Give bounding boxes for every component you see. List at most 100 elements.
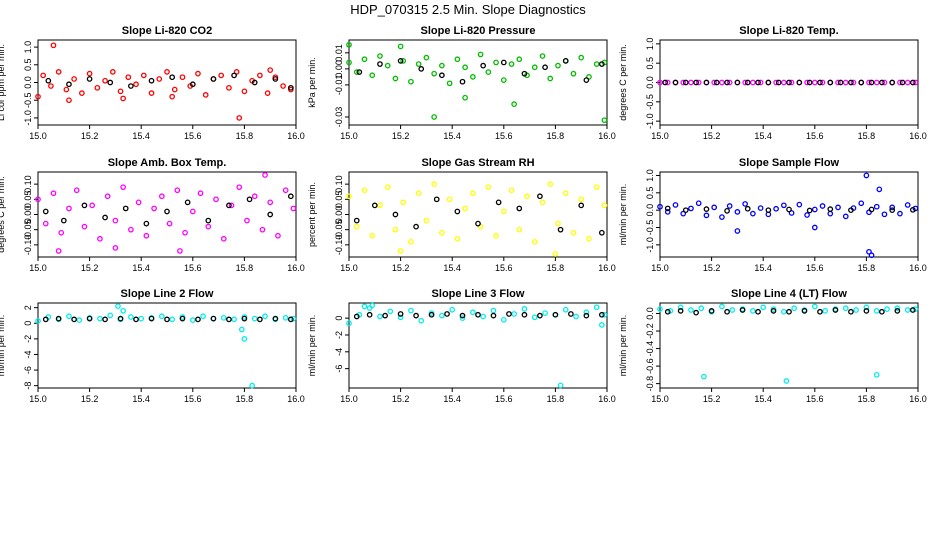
data-point bbox=[195, 70, 201, 77]
data-point bbox=[423, 217, 430, 224]
data-point bbox=[107, 79, 114, 86]
data-point bbox=[195, 316, 201, 323]
data-point bbox=[459, 315, 466, 321]
data-point bbox=[873, 308, 880, 314]
y-tick-label: -0.5 bbox=[645, 94, 655, 110]
data-point bbox=[804, 212, 810, 218]
series-mean-points bbox=[356, 57, 605, 85]
x-tick-label: 15.6 bbox=[806, 394, 824, 404]
data-point bbox=[500, 77, 507, 83]
data-point bbox=[361, 303, 368, 310]
x-tick-label: 15.6 bbox=[495, 263, 513, 273]
data-point bbox=[86, 76, 93, 82]
data-point bbox=[863, 172, 870, 179]
data-point bbox=[909, 79, 916, 86]
x-tick-label: 15.8 bbox=[236, 263, 254, 273]
data-point bbox=[205, 223, 212, 230]
data-point bbox=[897, 79, 903, 86]
data-point bbox=[711, 79, 718, 86]
data-point bbox=[184, 199, 191, 206]
data-point bbox=[552, 311, 559, 318]
data-point bbox=[213, 196, 219, 203]
data-point bbox=[835, 204, 841, 211]
data-point bbox=[251, 193, 258, 200]
data-point bbox=[177, 248, 183, 254]
y-tick-label: 0.10 bbox=[334, 175, 344, 193]
plot-frame bbox=[37, 171, 297, 258]
data-point bbox=[226, 316, 232, 323]
x-tick-label: 15.2 bbox=[81, 131, 99, 141]
data-point bbox=[480, 313, 487, 320]
x-tick-label: 15.2 bbox=[392, 263, 410, 273]
data-point bbox=[485, 184, 492, 191]
data-point bbox=[598, 311, 605, 318]
series-mean-points bbox=[664, 205, 916, 214]
data-point bbox=[724, 308, 730, 315]
y-tick-label: 0.0 bbox=[645, 307, 655, 320]
data-point bbox=[750, 210, 756, 217]
data-point bbox=[102, 77, 108, 84]
data-point bbox=[583, 77, 590, 83]
x-tick-label: 15.8 bbox=[547, 394, 565, 404]
data-point bbox=[801, 308, 808, 314]
data-point bbox=[788, 79, 795, 86]
x-tick-label: 15.2 bbox=[81, 263, 99, 273]
data-point bbox=[719, 303, 725, 310]
data-point bbox=[562, 306, 569, 313]
y-tick-label: 0 bbox=[334, 316, 344, 321]
data-point bbox=[804, 79, 810, 86]
data-point bbox=[449, 306, 456, 313]
data-point bbox=[904, 307, 911, 313]
data-point bbox=[264, 90, 271, 96]
data-point bbox=[462, 64, 468, 71]
data-point bbox=[439, 62, 445, 69]
x-tick-label: 15.4 bbox=[443, 263, 461, 273]
data-point bbox=[744, 205, 751, 212]
data-point bbox=[760, 304, 767, 311]
x-tick-label: 15.4 bbox=[132, 131, 150, 141]
x-tick-label: 15.4 bbox=[443, 131, 461, 141]
y-tick-label: 0.05 bbox=[23, 191, 33, 209]
data-point bbox=[189, 208, 196, 215]
data-point bbox=[500, 208, 507, 215]
data-point bbox=[547, 75, 554, 82]
data-point bbox=[904, 202, 911, 208]
data-point bbox=[231, 72, 237, 79]
data-point bbox=[889, 204, 896, 211]
data-point bbox=[228, 202, 235, 209]
data-point bbox=[58, 229, 65, 236]
data-point bbox=[889, 207, 896, 214]
data-point bbox=[837, 79, 844, 86]
data-point bbox=[71, 76, 77, 82]
data-point bbox=[439, 229, 445, 236]
data-point bbox=[477, 51, 484, 58]
data-point bbox=[912, 306, 919, 312]
data-point bbox=[780, 79, 787, 86]
chart-panel: Slope Gas Stream RH percent per min. 15.0 1… bbox=[307, 157, 616, 273]
data-point bbox=[353, 313, 360, 320]
data-point bbox=[138, 315, 145, 322]
data-point bbox=[120, 307, 126, 314]
y-tick-label: -0.5 bbox=[645, 220, 655, 236]
data-point bbox=[392, 75, 399, 82]
data-point bbox=[516, 56, 523, 63]
series-mean-points bbox=[353, 193, 605, 236]
series-mean-points bbox=[42, 193, 294, 227]
data-point bbox=[695, 79, 702, 86]
data-point bbox=[377, 202, 383, 209]
data-point bbox=[60, 217, 67, 224]
y-axis-label: ml/min per min. bbox=[0, 315, 6, 377]
data-point bbox=[81, 223, 88, 230]
data-point bbox=[384, 62, 391, 69]
y-tick-label: -1.0 bbox=[645, 113, 655, 129]
data-point bbox=[664, 308, 671, 315]
data-point bbox=[783, 378, 790, 384]
data-point bbox=[822, 308, 828, 314]
x-tick-label: 16.0 bbox=[287, 394, 305, 404]
data-point bbox=[539, 199, 546, 206]
data-point bbox=[107, 312, 114, 319]
data-point bbox=[50, 42, 57, 49]
y-axis-label: Li cor ppm per min. bbox=[0, 44, 6, 121]
data-point bbox=[780, 308, 787, 315]
data-point bbox=[703, 206, 710, 212]
